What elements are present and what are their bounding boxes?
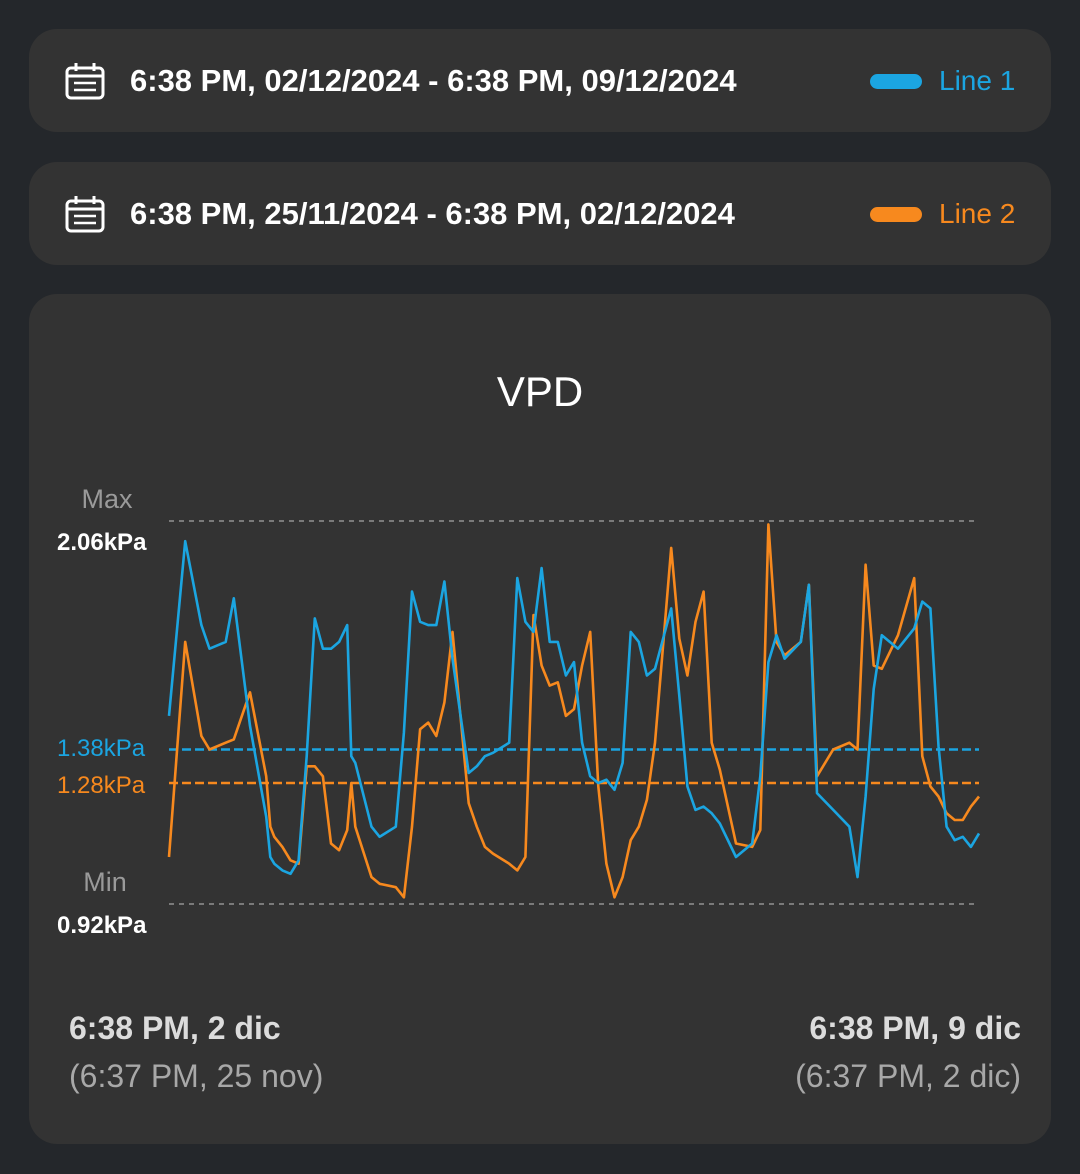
range-end-left-compare: (6:37 PM, 25 nov)	[69, 1058, 324, 1094]
max-label: Max	[81, 484, 133, 514]
series-line-1[interactable]	[167, 539, 981, 879]
range-end-left: 6:38 PM, 2 dic	[69, 1010, 281, 1046]
chart-card: VPD Max 2.06kPa Min 0.92kPa 1.38kPa 1.28…	[29, 294, 1051, 1144]
range-end-right-compare: (6:37 PM, 2 dic)	[795, 1058, 1021, 1094]
legend-label-line-1: Line 1	[939, 65, 1016, 96]
max-value-label: 2.06kPa	[57, 529, 147, 556]
calendar-icon	[65, 63, 105, 100]
date-range-card-line-1[interactable]: 6:38 PM, 02/12/2024 - 6:38 PM, 09/12/202…	[29, 29, 1051, 132]
average-label-line-2: 1.28kPa	[57, 772, 146, 799]
legend-swatch-line-1	[870, 74, 922, 89]
chart-title: VPD	[496, 368, 584, 415]
vpd-line-chart[interactable]: Max 2.06kPa Min 0.92kPa 1.38kPa 1.28kPa	[29, 294, 1051, 994]
min-label: Min	[83, 867, 127, 897]
legend-swatch-line-2	[870, 207, 922, 222]
date-range-label: 6:38 PM, 25/11/2024 - 6:38 PM, 02/12/202…	[130, 196, 735, 231]
min-value-label: 0.92kPa	[57, 912, 147, 939]
calendar-icon	[65, 196, 105, 233]
series-line-2[interactable]	[167, 523, 981, 899]
legend-label-line-2: Line 2	[939, 198, 1016, 229]
average-label-line-1: 1.38kPa	[57, 735, 146, 762]
range-end-right: 6:38 PM, 9 dic	[809, 1010, 1021, 1046]
date-range-card-line-2[interactable]: 6:38 PM, 25/11/2024 - 6:38 PM, 02/12/202…	[29, 162, 1051, 265]
date-range-label: 6:38 PM, 02/12/2024 - 6:38 PM, 09/12/202…	[130, 63, 737, 98]
